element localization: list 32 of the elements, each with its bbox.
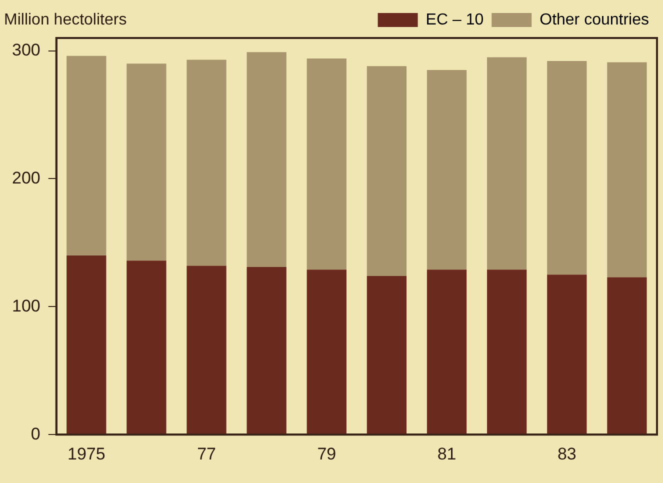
x-tick-label: 83	[557, 444, 576, 464]
bar	[66, 255, 106, 434]
bar	[426, 70, 467, 270]
x-tick-label: 1975	[67, 444, 106, 464]
x-tick-label: 81	[437, 444, 456, 464]
y-tick-label: 300	[12, 40, 40, 60]
bar	[487, 270, 527, 434]
bar	[66, 56, 106, 256]
y-tick-label: 200	[12, 168, 40, 188]
bar	[186, 60, 226, 266]
bar	[547, 61, 587, 275]
bar	[366, 66, 407, 276]
bar	[306, 58, 346, 270]
x-tick-label: 79	[317, 444, 336, 464]
bar	[126, 64, 166, 261]
bar	[246, 267, 286, 434]
bar	[186, 266, 226, 434]
bar	[487, 57, 527, 270]
y-tick-label: 0	[30, 424, 40, 444]
bar	[306, 270, 346, 434]
x-tick-label: 77	[197, 444, 216, 464]
legend-label: EC – 10	[426, 11, 484, 28]
bar	[366, 276, 407, 434]
y-axis-title: Million hectoliters	[4, 11, 127, 28]
legend-label: Other countries	[540, 11, 650, 28]
bar	[607, 277, 647, 434]
bar	[246, 52, 286, 268]
bar	[607, 62, 647, 278]
y-tick-label: 100	[12, 296, 40, 316]
bar	[547, 274, 587, 434]
bar	[426, 270, 467, 434]
bar	[126, 260, 166, 434]
